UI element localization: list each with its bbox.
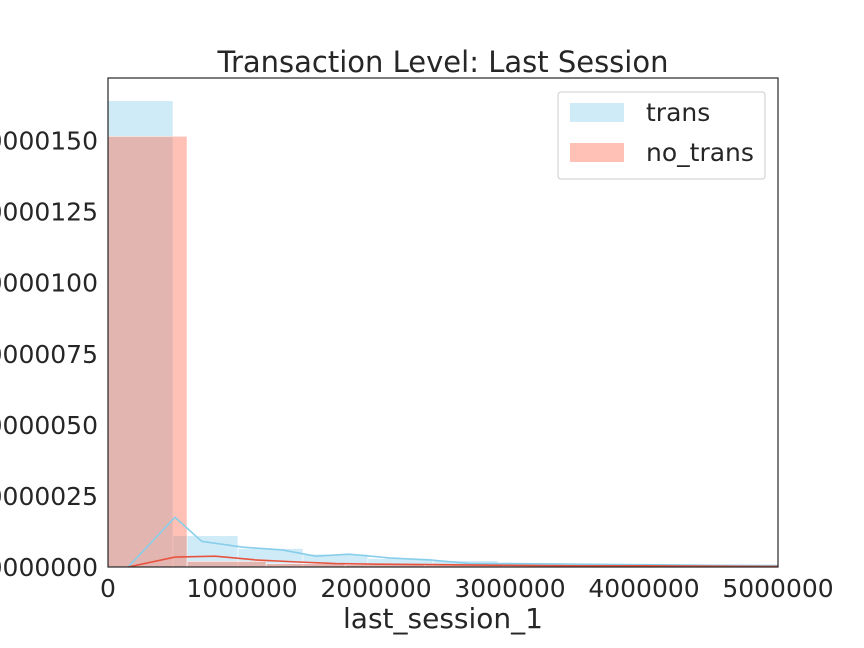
- x-axis-label: last_session_1: [343, 602, 543, 635]
- kde-line-trans: [127, 516, 778, 567]
- legend-label-no_trans: no_trans: [646, 138, 754, 167]
- bar-no_trans-1: [186, 561, 267, 567]
- y-tick-label: 0000100: [0, 269, 98, 298]
- x-tick-label: 2000000: [320, 574, 431, 603]
- kde-line-no_trans: [127, 555, 778, 567]
- legend-swatch-no_trans: [570, 143, 624, 162]
- legend: trans no_trans: [557, 91, 766, 180]
- bar-trans-0: [108, 100, 174, 567]
- x-tick-label: 0: [100, 574, 116, 603]
- legend-swatch-trans: [570, 103, 624, 122]
- x-tick-label: 5000000: [722, 574, 833, 603]
- y-tick-label: 0000150: [0, 127, 98, 156]
- plot-frame: [107, 77, 779, 568]
- chart-title: Transaction Level: Last Session: [217, 45, 669, 79]
- x-tick-label: 3000000: [454, 574, 565, 603]
- bar-no_trans-0: [108, 135, 188, 567]
- legend-box: [557, 91, 766, 180]
- x-tick-label: 4000000: [588, 574, 699, 603]
- x-tick-label: 1000000: [186, 574, 297, 603]
- legend-label-trans: trans: [646, 98, 710, 127]
